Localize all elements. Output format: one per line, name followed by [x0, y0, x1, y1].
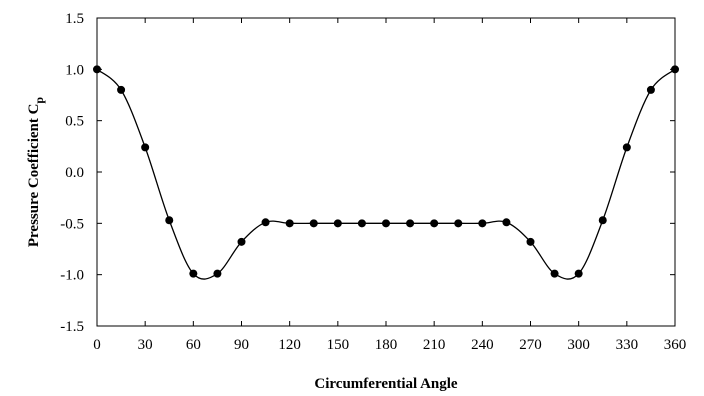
- x-tick-label: 0: [93, 337, 101, 353]
- y-tick-label: -1.0: [60, 268, 84, 284]
- data-point: [526, 237, 535, 246]
- data-point: [213, 269, 222, 278]
- x-tick-label: 90: [234, 337, 249, 353]
- curve-layer: [96, 68, 676, 280]
- y-axis-title: Pressure Coefficient Cp: [26, 97, 46, 248]
- ticks-layer: [96, 17, 676, 327]
- data-point: [430, 219, 439, 228]
- data-point: [406, 219, 415, 228]
- data-point: [117, 85, 126, 94]
- data-point: [165, 216, 174, 225]
- x-tick-label: 300: [567, 337, 590, 353]
- x-tick-label: 150: [327, 337, 350, 353]
- x-tick-label: 180: [375, 337, 398, 353]
- data-point: [309, 219, 318, 228]
- x-tick-label: 210: [423, 337, 446, 353]
- data-point: [598, 216, 607, 225]
- x-tick-label: 270: [519, 337, 542, 353]
- x-axis-title: Circumferential Angle: [314, 376, 458, 392]
- y-tick-label: 1.0: [65, 62, 84, 78]
- y-tick-label: -0.5: [60, 216, 84, 232]
- data-point: [502, 218, 511, 227]
- y-axis-title-subscript: p: [32, 97, 46, 104]
- x-tick-label: 240: [471, 337, 494, 353]
- plot-frame: [96, 17, 676, 327]
- data-point: [333, 219, 342, 228]
- tick-labels-layer: 0 30 60 90 120 150 180 210 240 270 300 330 360 1.5 1.0…: [60, 11, 686, 353]
- data-point: [141, 143, 150, 152]
- data-point: [382, 219, 390, 228]
- data-point: [237, 237, 246, 246]
- x-tick-label: 360: [664, 337, 687, 353]
- y-tick-label: 1.5: [65, 11, 84, 27]
- y-tick-label: 0.0: [65, 165, 84, 181]
- data-point: [574, 269, 583, 278]
- data-point: [454, 219, 463, 228]
- y-tick-label: 0.5: [65, 114, 84, 130]
- data-point: [261, 218, 270, 227]
- data-point: [550, 269, 559, 278]
- data-point: [285, 219, 294, 228]
- data-point: [478, 219, 487, 228]
- data-point: [189, 269, 198, 278]
- data-point: [622, 143, 631, 152]
- x-tick-label: 120: [278, 337, 301, 353]
- y-tick-label: -1.5: [60, 319, 84, 335]
- x-tick-label: 60: [186, 337, 201, 353]
- points-layer: [93, 65, 679, 278]
- y-axis-title-main: Pressure Coefficient C: [26, 104, 42, 248]
- data-point: [646, 85, 655, 94]
- cp-curve: [96, 68, 676, 280]
- data-point: [357, 219, 366, 228]
- x-tick-label: 30: [138, 337, 153, 353]
- x-tick-label: 330: [616, 337, 639, 353]
